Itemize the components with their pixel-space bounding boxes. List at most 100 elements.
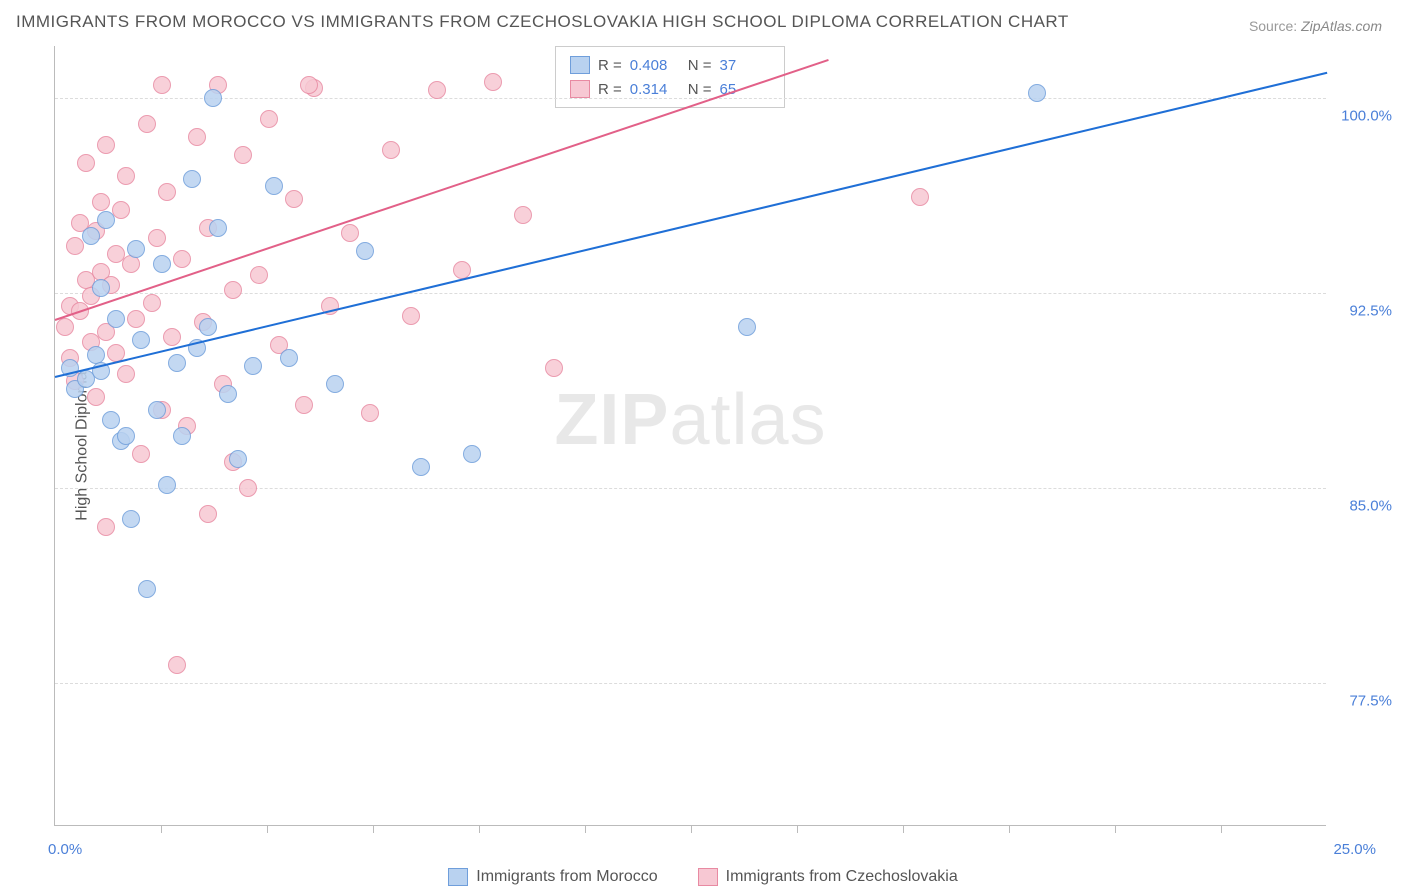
data-point xyxy=(341,224,359,242)
legend-swatch-1 xyxy=(448,868,468,886)
data-point xyxy=(77,154,95,172)
data-point xyxy=(229,450,247,468)
xtick xyxy=(161,825,162,833)
data-point xyxy=(97,211,115,229)
data-point xyxy=(265,177,283,195)
data-point xyxy=(250,266,268,284)
data-point xyxy=(173,427,191,445)
data-point xyxy=(102,411,120,429)
stats-n-label: N = xyxy=(688,81,712,98)
data-point xyxy=(428,81,446,99)
data-point xyxy=(326,375,344,393)
data-point xyxy=(82,227,100,245)
stats-n-label: N = xyxy=(688,57,712,74)
data-point xyxy=(911,188,929,206)
data-point xyxy=(199,505,217,523)
stats-r-value-2: 0.314 xyxy=(630,81,680,98)
data-point xyxy=(183,170,201,188)
data-point xyxy=(463,445,481,463)
legend-item-2: Immigrants from Czechoslovakia xyxy=(698,868,958,886)
data-point xyxy=(127,240,145,258)
trend-line xyxy=(55,72,1327,378)
data-point xyxy=(382,141,400,159)
gridline xyxy=(55,293,1326,294)
ytick-label: 92.5% xyxy=(1349,303,1392,320)
data-point xyxy=(138,115,156,133)
gridline xyxy=(55,98,1326,99)
xtick-label-1: 25.0% xyxy=(1333,841,1376,858)
data-point xyxy=(219,385,237,403)
data-point xyxy=(204,89,222,107)
data-point xyxy=(122,510,140,528)
watermark-light: atlas xyxy=(669,380,826,460)
xtick xyxy=(1115,825,1116,833)
data-point xyxy=(285,190,303,208)
plot-area: ZIPatlas R = 0.408 N = 37 R = 0.314 N = … xyxy=(54,46,1326,826)
data-point xyxy=(117,167,135,185)
xtick xyxy=(1221,825,1222,833)
data-point xyxy=(188,128,206,146)
xtick xyxy=(903,825,904,833)
data-point xyxy=(148,229,166,247)
data-point xyxy=(361,404,379,422)
data-point xyxy=(117,427,135,445)
ytick-label: 85.0% xyxy=(1349,498,1392,515)
data-point xyxy=(402,307,420,325)
data-point xyxy=(356,242,374,260)
data-point xyxy=(738,318,756,336)
data-point xyxy=(143,294,161,312)
data-point xyxy=(1028,84,1046,102)
data-point xyxy=(97,518,115,536)
swatch-series-1 xyxy=(570,56,590,74)
data-point xyxy=(87,388,105,406)
data-point xyxy=(224,281,242,299)
data-point xyxy=(158,476,176,494)
data-point xyxy=(295,396,313,414)
data-point xyxy=(168,354,186,372)
watermark-bold: ZIP xyxy=(554,380,669,460)
xtick xyxy=(691,825,692,833)
data-point xyxy=(122,255,140,273)
data-point xyxy=(97,136,115,154)
data-point xyxy=(127,310,145,328)
legend-swatch-2 xyxy=(698,868,718,886)
data-point xyxy=(168,656,186,674)
data-point xyxy=(132,331,150,349)
stats-r-label: R = xyxy=(598,81,622,98)
data-point xyxy=(234,146,252,164)
bottom-legend: Immigrants from Morocco Immigrants from … xyxy=(0,868,1406,886)
legend-item-1: Immigrants from Morocco xyxy=(448,868,657,886)
data-point xyxy=(153,76,171,94)
xtick xyxy=(479,825,480,833)
data-point xyxy=(244,357,262,375)
data-point xyxy=(484,73,502,91)
stats-r-value-1: 0.408 xyxy=(630,57,680,74)
data-point xyxy=(117,365,135,383)
data-point xyxy=(112,201,130,219)
data-point xyxy=(209,219,227,237)
gridline xyxy=(55,683,1326,684)
xtick xyxy=(797,825,798,833)
watermark: ZIPatlas xyxy=(554,379,826,461)
data-point xyxy=(132,445,150,463)
data-point xyxy=(545,359,563,377)
ytick-label: 77.5% xyxy=(1349,693,1392,710)
xtick xyxy=(267,825,268,833)
source-attribution: Source: ZipAtlas.com xyxy=(1249,18,1382,34)
data-point xyxy=(158,183,176,201)
stats-row-series-1: R = 0.408 N = 37 xyxy=(570,53,770,77)
data-point xyxy=(92,279,110,297)
stats-r-label: R = xyxy=(598,57,622,74)
data-point xyxy=(163,328,181,346)
swatch-series-2 xyxy=(570,80,590,98)
data-point xyxy=(199,318,217,336)
data-point xyxy=(92,193,110,211)
data-point xyxy=(239,479,257,497)
xtick xyxy=(373,825,374,833)
legend-label-1: Immigrants from Morocco xyxy=(476,868,657,886)
xtick xyxy=(1009,825,1010,833)
data-point xyxy=(280,349,298,367)
chart-title: IMMIGRANTS FROM MOROCCO VS IMMIGRANTS FR… xyxy=(16,12,1069,32)
source-value: ZipAtlas.com xyxy=(1301,18,1382,34)
data-point xyxy=(300,76,318,94)
